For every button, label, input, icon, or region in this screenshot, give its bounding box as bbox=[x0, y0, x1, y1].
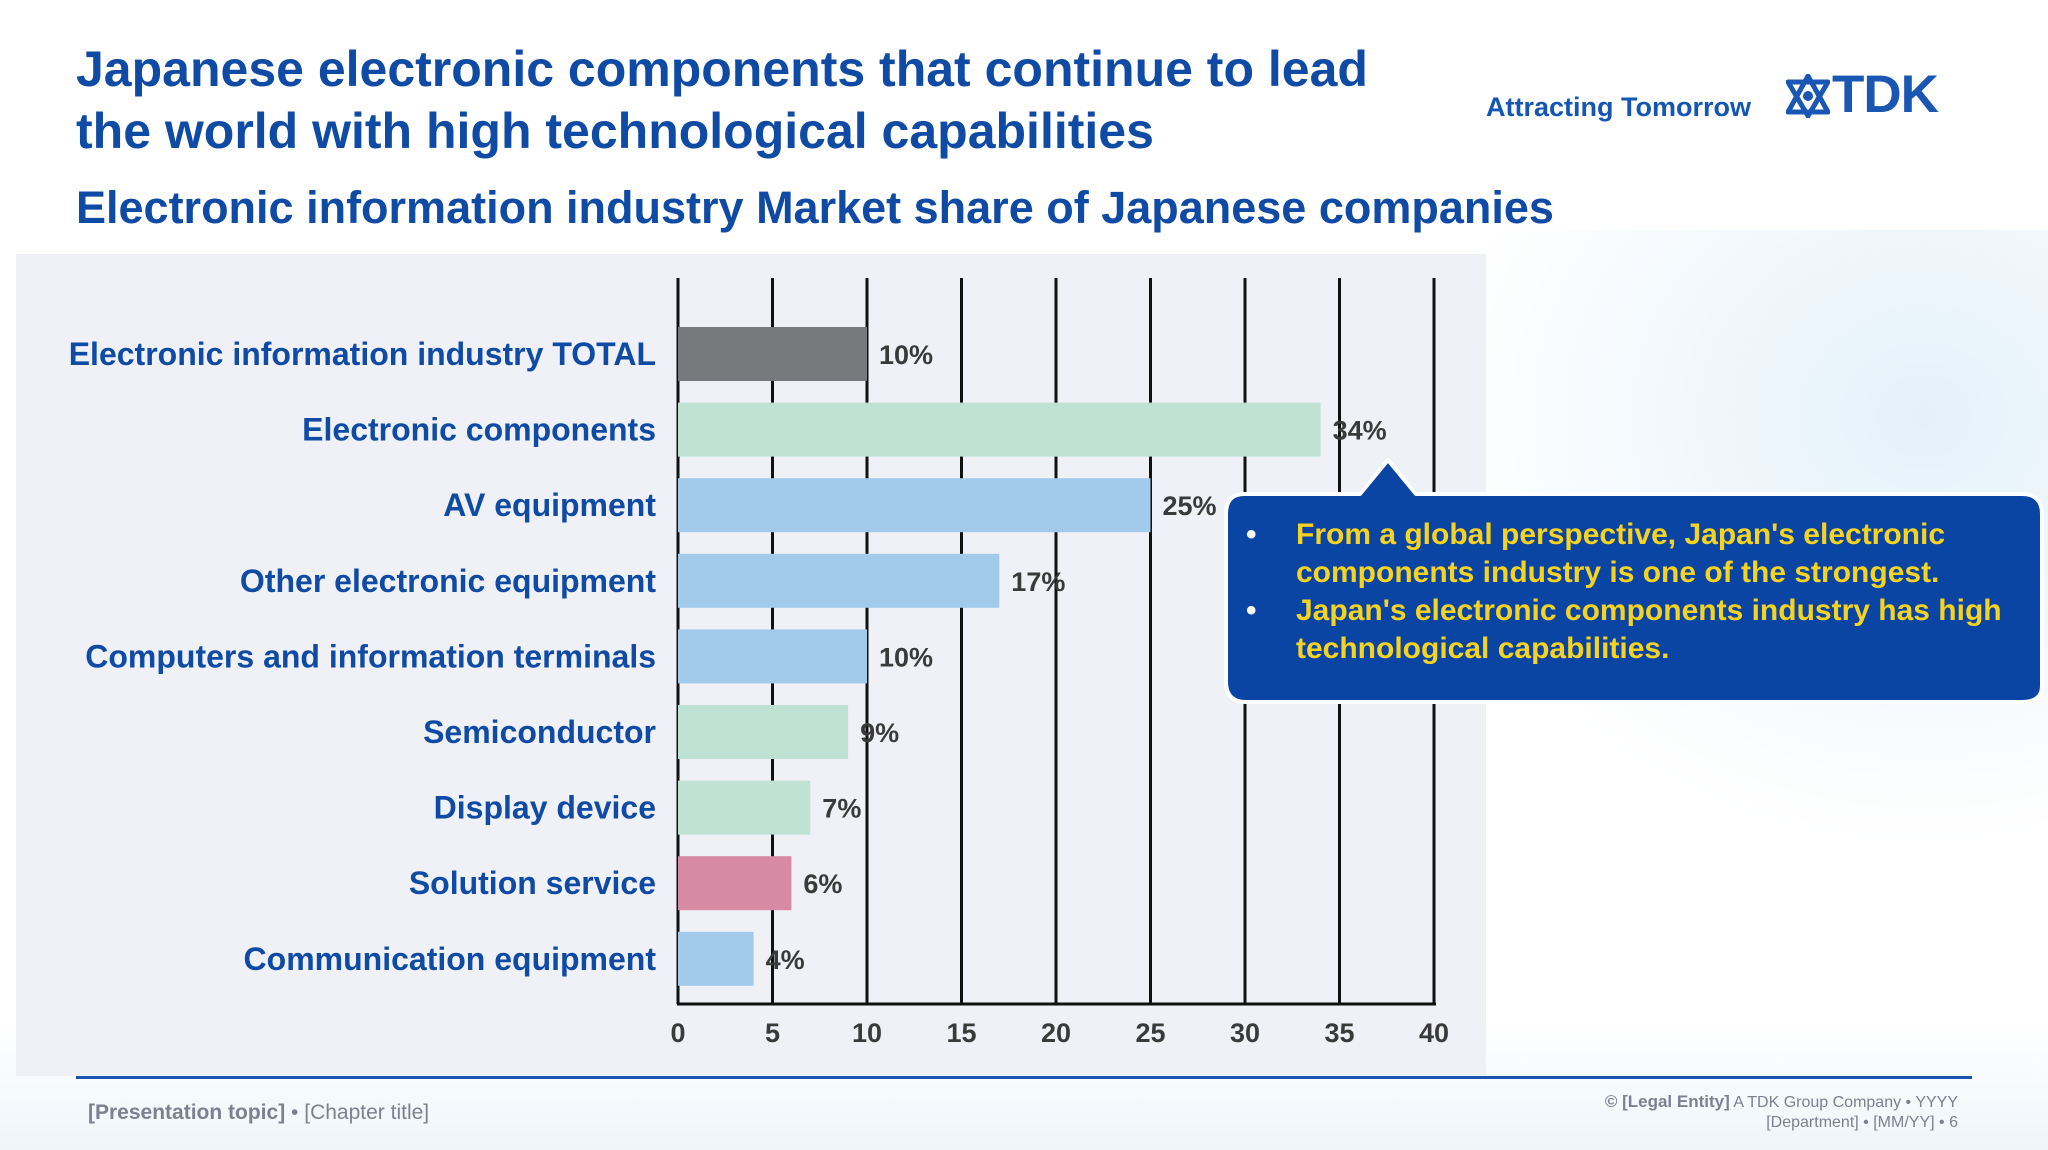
footer-department: [Department] bbox=[1766, 1114, 1859, 1131]
footer-meta-line: [Department] • [MM/YY] • 6 bbox=[1605, 1113, 1958, 1133]
bar-2 bbox=[678, 478, 1151, 533]
footer-separator-1: • bbox=[1905, 1094, 1912, 1111]
tdk-emblem-icon bbox=[1786, 74, 1830, 118]
category-label-7: Solution service bbox=[409, 865, 656, 901]
chart-panel: 0 5 10 15 20 25 30 35 40 10% Electronic informatio… bbox=[16, 254, 1486, 1076]
bar-6 bbox=[678, 780, 811, 835]
callout-bullet-1: From a global perspective, Japan's elect… bbox=[1240, 516, 2020, 592]
x-tick-label-30: 30 bbox=[1230, 1018, 1260, 1048]
callout-bullet-list: From a global perspective, Japan's elect… bbox=[1240, 516, 2020, 668]
footer-date: [MM/YY] bbox=[1873, 1114, 1935, 1131]
footer-right: © [Legal Entity] A TDK Group Company • Y… bbox=[1605, 1092, 1958, 1133]
footer-chapter-title: [Chapter title] bbox=[304, 1101, 430, 1124]
bar-0 bbox=[678, 327, 867, 381]
category-label-1: Electronic components bbox=[302, 412, 656, 448]
x-tick-label-10: 10 bbox=[852, 1018, 882, 1048]
page-subtitle: Electronic information industry Market s… bbox=[76, 182, 1554, 233]
brand-tagline: Attracting Tomorrow bbox=[1486, 92, 1751, 122]
data-label-3: 17% bbox=[1011, 567, 1065, 597]
category-label-3: Other electronic equipment bbox=[240, 563, 656, 599]
data-label-2: 25% bbox=[1163, 491, 1217, 521]
bar-chart: 0 5 10 15 20 25 30 35 40 10% Electronic informatio… bbox=[69, 278, 1449, 1048]
x-tick-label-35: 35 bbox=[1324, 1018, 1354, 1048]
data-label-6: 7% bbox=[822, 794, 861, 824]
footer-divider bbox=[76, 1076, 1972, 1079]
data-label-7: 6% bbox=[803, 869, 842, 899]
bar-3 bbox=[678, 553, 1000, 608]
footer-legal-line: © [Legal Entity] A TDK Group Company • Y… bbox=[1605, 1092, 1958, 1113]
x-tick-label-5: 5 bbox=[765, 1018, 780, 1048]
footer-presentation-topic: [Presentation topic] bbox=[88, 1101, 286, 1124]
bar-1 bbox=[678, 402, 1321, 457]
footer-legal-entity: © [Legal Entity] bbox=[1604, 1092, 1730, 1111]
data-label-4: 10% bbox=[879, 642, 933, 672]
footer-page-number: 6 bbox=[1949, 1114, 1958, 1131]
footer-year: YYYY bbox=[1915, 1094, 1958, 1111]
x-tick-label-20: 20 bbox=[1041, 1018, 1071, 1048]
x-tick-label-15: 15 bbox=[946, 1018, 976, 1048]
category-label-8: Communication equipment bbox=[244, 941, 657, 977]
tdk-logo-text: TDK bbox=[1832, 65, 1939, 124]
category-label-6: Display device bbox=[434, 790, 656, 826]
bar-4 bbox=[678, 629, 867, 684]
x-tick-label-40: 40 bbox=[1419, 1018, 1449, 1048]
page-title: Japanese electronic components that cont… bbox=[76, 38, 1476, 162]
page-title-line-2: the world with high technological capabi… bbox=[76, 103, 1154, 159]
data-label-1: 34% bbox=[1333, 416, 1387, 446]
x-tick-label-25: 25 bbox=[1135, 1018, 1165, 1048]
category-label-5: Semiconductor bbox=[423, 714, 656, 750]
bar-7 bbox=[678, 856, 792, 911]
category-label-0: Electronic information industry TOTAL bbox=[69, 336, 656, 372]
footer-company: A TDK Group Company bbox=[1733, 1094, 1902, 1111]
bar-8 bbox=[678, 931, 754, 986]
footer-separator: • bbox=[291, 1101, 299, 1124]
data-label-8: 4% bbox=[766, 945, 805, 975]
x-tick-label-0: 0 bbox=[670, 1018, 685, 1048]
data-label-5: 9% bbox=[860, 718, 899, 748]
footer-left: [Presentation topic] • [Chapter title] bbox=[88, 1100, 429, 1126]
category-label-2: AV equipment bbox=[443, 487, 656, 523]
footer-separator-2: • bbox=[1863, 1114, 1869, 1131]
callout-bullet-2: Japan's electronic components industry h… bbox=[1240, 592, 2020, 668]
bar-5 bbox=[678, 705, 849, 759]
category-label-4: Computers and information terminals bbox=[85, 638, 656, 674]
footer-separator-3: • bbox=[1939, 1114, 1945, 1131]
data-label-0: 10% bbox=[879, 340, 933, 370]
page-title-line-1: Japanese electronic components that cont… bbox=[76, 41, 1368, 97]
tdk-logo: TDK bbox=[1786, 66, 1972, 124]
